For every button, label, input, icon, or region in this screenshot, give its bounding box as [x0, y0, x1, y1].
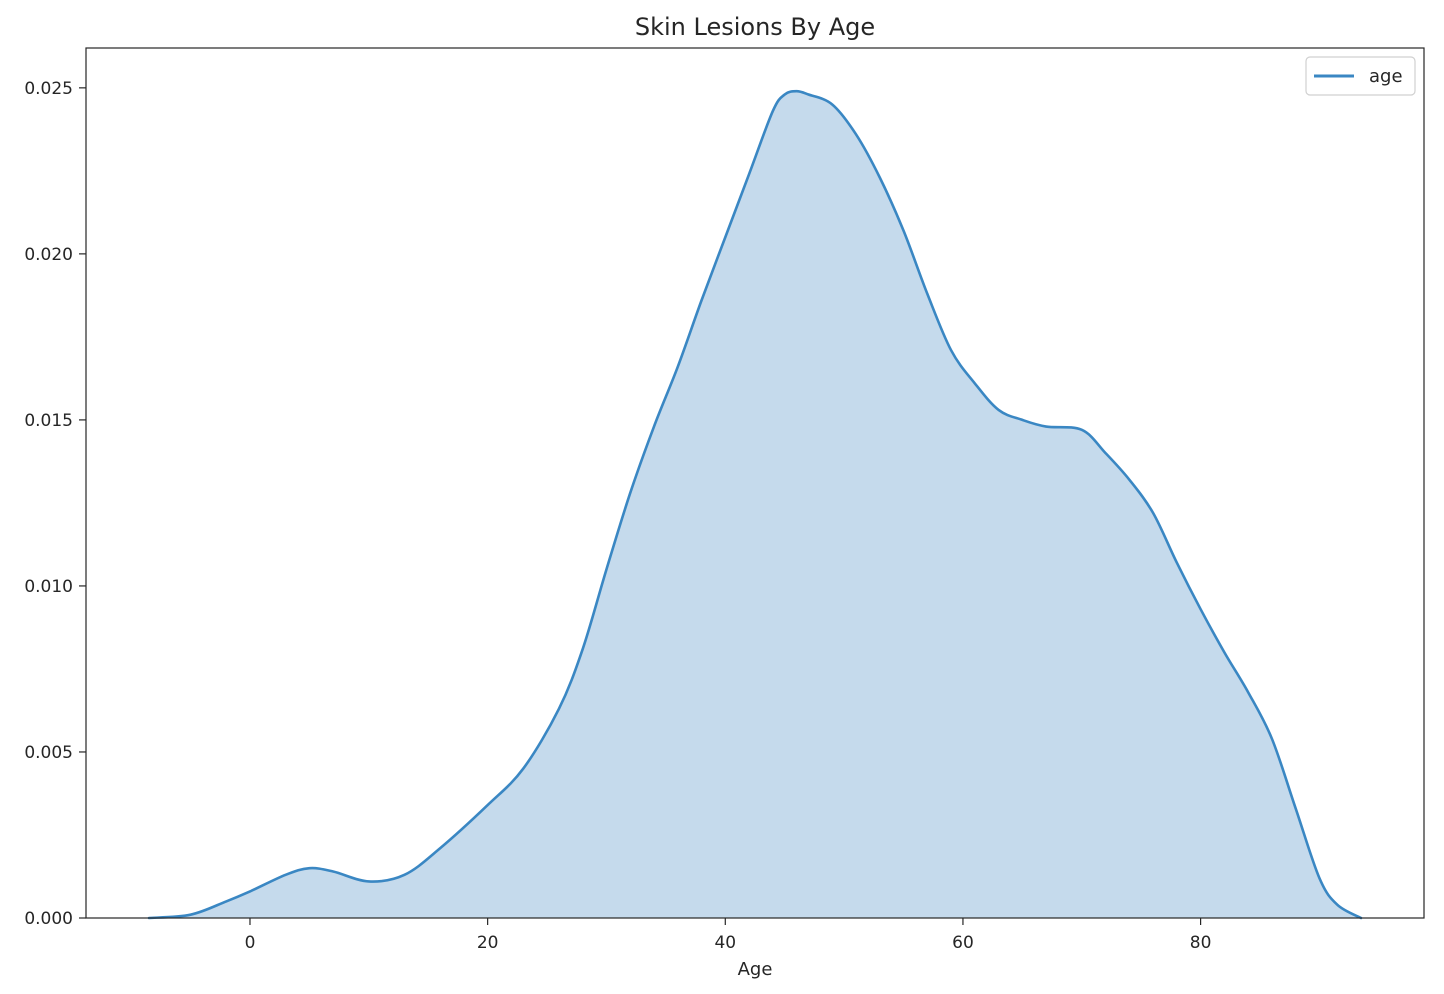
x-tick-label: 60 — [952, 933, 974, 953]
x-axis: 0 20 40 60 80 — [245, 918, 1212, 953]
legend-box — [1305, 56, 1416, 96]
series-area-age — [148, 91, 1362, 919]
y-tick-label: 0.000 — [24, 909, 73, 929]
legend-label: age — [1369, 66, 1403, 87]
y-axis: 0.000 0.005 0.010 0.015 0.020 0.025 — [24, 79, 86, 929]
series-line-age — [147, 89, 1363, 920]
x-tick-label: 80 — [1190, 933, 1212, 953]
legend: age — [1305, 56, 1416, 96]
y-tick-label: 0.015 — [24, 411, 73, 431]
series-layer — [147, 89, 1363, 920]
y-tick-label: 0.005 — [24, 743, 73, 763]
x-tick-label: 20 — [477, 933, 499, 953]
plot-frame — [85, 47, 1425, 919]
y-tick-label: 0.025 — [24, 79, 73, 99]
y-tick-label: 0.020 — [24, 245, 73, 265]
x-tick-label: 40 — [714, 933, 736, 953]
chart-title: Skin Lesions By Age — [635, 13, 875, 41]
x-tick-label: 0 — [245, 933, 256, 953]
y-tick-label: 0.010 — [24, 577, 73, 597]
x-axis-label: Age — [738, 959, 773, 980]
